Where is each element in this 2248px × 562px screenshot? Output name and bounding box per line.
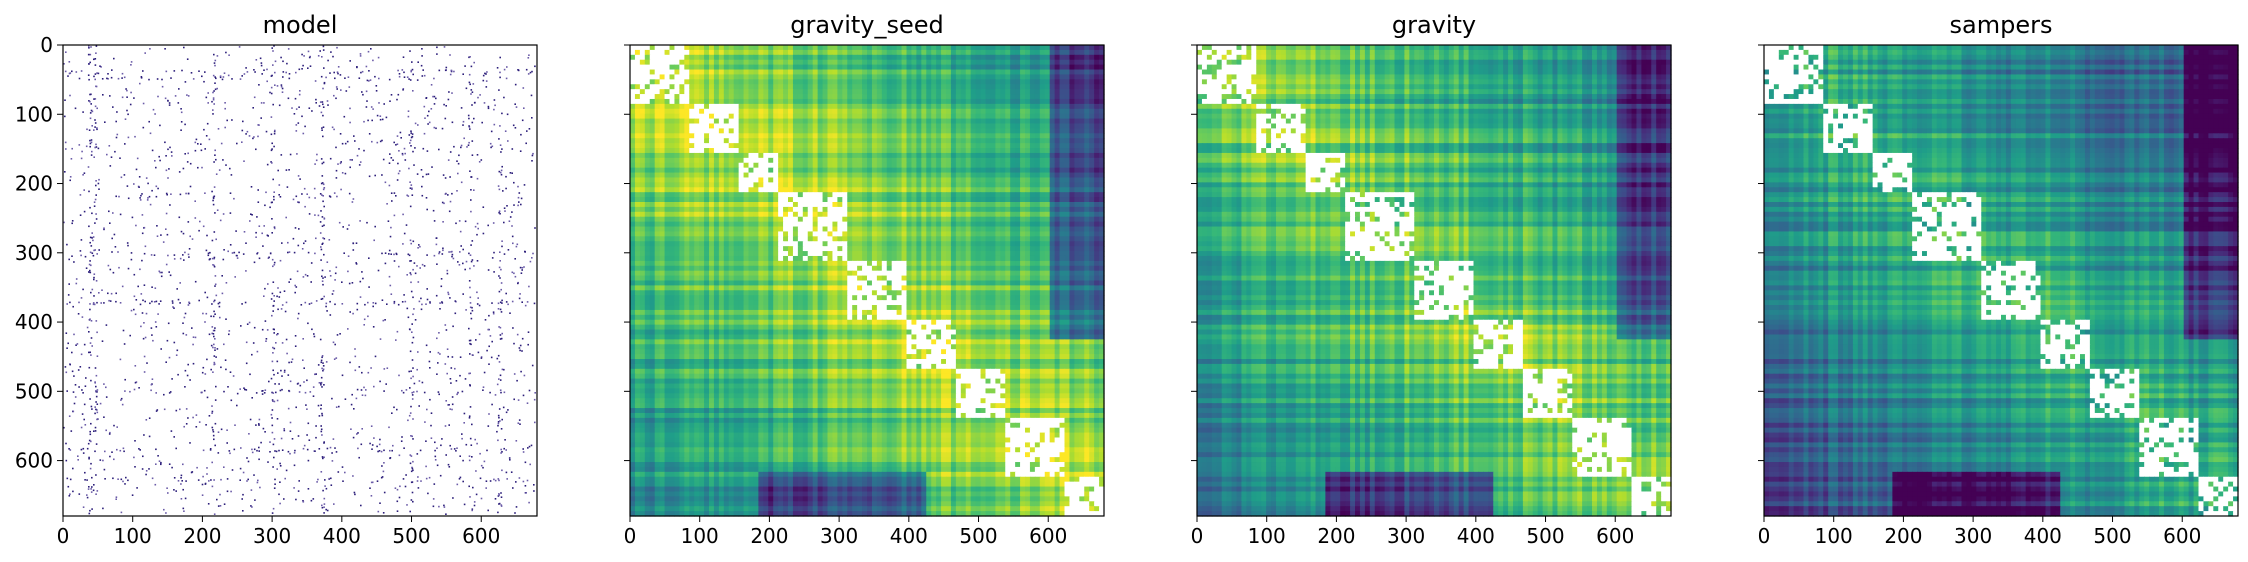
panel-sampers: sampers 0 100 200 300 400 500 600 [1758, 11, 2239, 548]
x-tick-label: 200 [183, 524, 221, 548]
heatmap-image-2 [1197, 45, 1672, 517]
x-tick-label: 600 [1029, 524, 1067, 548]
y-tick-label: 600 [15, 449, 53, 473]
x-tick-label: 600 [1596, 524, 1634, 548]
x-tick-label: 0 [1191, 524, 1204, 548]
x-tick-label: 200 [750, 524, 788, 548]
x-tick-label: 100 [114, 524, 152, 548]
x-tick-label: 100 [1815, 524, 1853, 548]
x-tick-label: 300 [820, 524, 858, 548]
heatmap-image-1 [630, 45, 1105, 517]
x-tick-label: 400 [890, 524, 928, 548]
heatmap-image-0 [63, 45, 536, 515]
x-tick-label: 500 [392, 524, 430, 548]
x-tick-label: 100 [681, 524, 719, 548]
panel-title: gravity [1392, 11, 1476, 39]
x-tick-label: 600 [462, 524, 500, 548]
x-tick-label: 500 [959, 524, 997, 548]
y-tick-label: 0 [40, 33, 53, 57]
panel-title: model [263, 11, 338, 39]
x-tick-label: 400 [1457, 524, 1495, 548]
x-tick-label: 0 [57, 524, 70, 548]
heatmap-image-3 [1764, 45, 2239, 517]
x-tick-label: 600 [2163, 524, 2201, 548]
y-tick-label: 200 [15, 172, 53, 196]
y-tick-label: 100 [15, 102, 53, 126]
x-tick-label: 200 [1317, 524, 1355, 548]
x-tick-label: 400 [323, 524, 361, 548]
x-tick-label: 300 [1387, 524, 1425, 548]
x-tick-label: 0 [1758, 524, 1771, 548]
panel-gravity: gravity 0 100 200 300 400 500 600 [1191, 11, 1672, 548]
y-tick-label: 500 [15, 379, 53, 403]
x-tick-label: 300 [253, 524, 291, 548]
x-tick-label: 0 [624, 524, 637, 548]
x-tick-label: 200 [1884, 524, 1922, 548]
x-tick-label: 100 [1248, 524, 1286, 548]
y-tick-label: 400 [15, 310, 53, 334]
panel-title: sampers [1950, 11, 2053, 39]
x-tick-label: 500 [2093, 524, 2131, 548]
panel-gravity-seed: gravity_seed 0 100 200 300 400 500 600 [624, 11, 1105, 548]
y-tick-label: 300 [15, 241, 53, 265]
panel-model: model 0 100 200 300 400 500 600 0 100 200 300 400 500… [15, 11, 537, 548]
x-tick-label: 300 [1954, 524, 1992, 548]
x-tick-label: 400 [2024, 524, 2062, 548]
panel-title: gravity_seed [790, 11, 944, 39]
x-tick-label: 500 [1526, 524, 1564, 548]
